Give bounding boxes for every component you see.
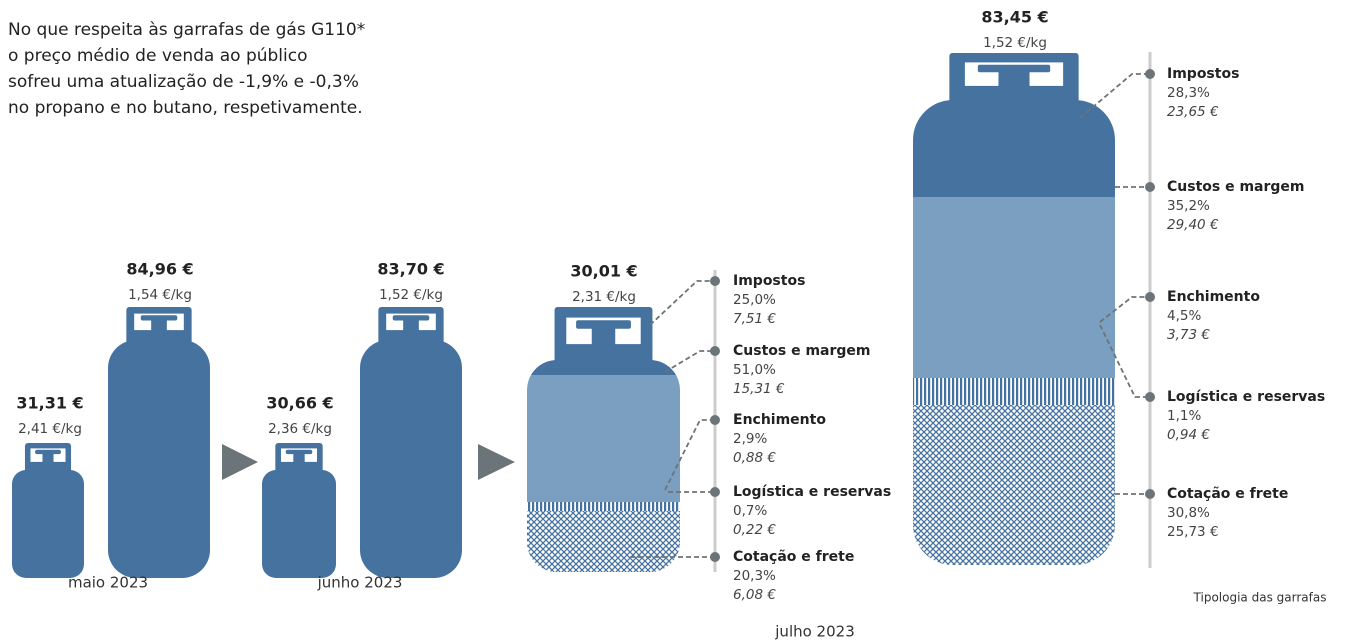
bottle xyxy=(360,307,462,578)
component-name: Cotação e frete xyxy=(1167,486,1288,502)
infographic: No que respeita às garrafas de gás G110*… xyxy=(0,0,1354,640)
price-per-kg: 2,41 €/kg xyxy=(18,421,82,437)
price-per-kg: 1,52 €/kg xyxy=(983,35,1047,51)
segment xyxy=(360,340,462,578)
valve-stem xyxy=(403,319,419,336)
segment xyxy=(913,100,1115,197)
bottle-body xyxy=(360,340,462,578)
intro-line: sofreu uma atualização de -1,9% e -0,3% xyxy=(8,72,359,92)
segment xyxy=(913,378,1115,405)
intro-text: No que respeita às garrafas de gás G110*… xyxy=(8,20,365,118)
bottle-body xyxy=(262,470,336,578)
component-amount: 15,31 € xyxy=(733,381,785,397)
arrow xyxy=(222,444,258,480)
bottle xyxy=(12,443,84,578)
price-per-kg: 1,52 €/kg xyxy=(379,287,443,303)
component-name: Impostos xyxy=(733,273,805,289)
component-share: 4,5% xyxy=(1167,308,1201,324)
segment xyxy=(527,360,680,375)
dot xyxy=(1145,392,1155,402)
intro-line: no propano e no butano, respetivamente. xyxy=(8,98,363,118)
price: 30,01 € xyxy=(570,262,637,281)
component-amount: 3,73 € xyxy=(1167,327,1210,343)
dot xyxy=(710,415,720,425)
dot xyxy=(1145,489,1155,499)
price: 83,45 € xyxy=(981,8,1048,27)
valve-stem xyxy=(998,69,1029,93)
component-amount: 7,51 € xyxy=(733,311,776,327)
dot xyxy=(710,346,720,356)
segment xyxy=(527,375,680,502)
period-label: maio 2023 xyxy=(68,574,148,592)
price-per-kg: 1,54 €/kg xyxy=(128,287,192,303)
dot xyxy=(710,552,720,562)
segment xyxy=(913,197,1115,378)
note: Tipologia das garrafas xyxy=(1193,591,1327,605)
component-share: 1,1% xyxy=(1167,408,1201,424)
bottle xyxy=(527,307,680,572)
segment xyxy=(527,511,680,572)
component-share: 0,7% xyxy=(733,503,767,519)
component-share: 30,8% xyxy=(1167,505,1210,521)
component-name: Custos e margem xyxy=(733,343,871,359)
component-amount: 25,73 € xyxy=(1167,524,1219,540)
component-name: Custos e margem xyxy=(1167,179,1305,195)
component-share: 25,0% xyxy=(733,292,776,308)
price: 84,96 € xyxy=(126,260,193,279)
connector xyxy=(665,351,715,372)
component-amount: 0,22 € xyxy=(733,522,776,538)
component-name: Enchimento xyxy=(733,412,826,428)
component-name: Logística e reservas xyxy=(733,484,891,500)
bottle xyxy=(262,443,336,578)
valve-stem xyxy=(42,452,53,466)
component-share: 20,3% xyxy=(733,568,776,584)
dot xyxy=(710,276,720,286)
arrow xyxy=(478,444,515,480)
intro-line: o preço médio de venda ao público xyxy=(8,46,308,66)
segment xyxy=(527,502,680,511)
segment xyxy=(913,405,1115,565)
component-name: Enchimento xyxy=(1167,289,1260,305)
bottle xyxy=(108,307,210,578)
component-share: 2,9% xyxy=(733,431,767,447)
bottle xyxy=(913,53,1115,565)
price: 31,31 € xyxy=(16,394,83,413)
segment xyxy=(262,470,336,578)
bottle-body xyxy=(108,340,210,578)
valve-stem xyxy=(151,319,167,336)
bottle-body xyxy=(527,360,680,572)
period-label: junho 2023 xyxy=(317,574,403,592)
component-amount: 29,40 € xyxy=(1167,217,1219,233)
dot xyxy=(1145,182,1155,192)
period-label: julho 2023 xyxy=(774,623,854,640)
price-per-kg: 2,36 €/kg xyxy=(268,421,332,437)
component-amount: 0,88 € xyxy=(733,450,776,466)
intro-line: No que respeita às garrafas de gás G110* xyxy=(8,20,365,40)
price: 83,70 € xyxy=(377,260,444,279)
dot xyxy=(710,487,720,497)
valve-stem xyxy=(592,326,616,353)
price: 30,66 € xyxy=(266,394,333,413)
component-name: Cotação e frete xyxy=(733,549,854,565)
component-name: Logística e reservas xyxy=(1167,389,1325,405)
segment xyxy=(108,340,210,578)
valve-stem xyxy=(293,452,304,466)
component-share: 28,3% xyxy=(1167,85,1210,101)
segment xyxy=(12,470,84,578)
bottle-body xyxy=(12,470,84,578)
component-share: 51,0% xyxy=(733,362,776,378)
component-share: 35,2% xyxy=(1167,198,1210,214)
dot xyxy=(1145,292,1155,302)
bottle-body xyxy=(913,100,1115,565)
component-amount: 6,08 € xyxy=(733,587,776,603)
connector xyxy=(650,281,715,325)
price-per-kg: 2,31 €/kg xyxy=(572,289,636,305)
dot xyxy=(1145,69,1155,79)
component-name: Impostos xyxy=(1167,66,1239,82)
component-amount: 0,94 € xyxy=(1167,427,1210,443)
component-amount: 23,65 € xyxy=(1167,104,1219,120)
